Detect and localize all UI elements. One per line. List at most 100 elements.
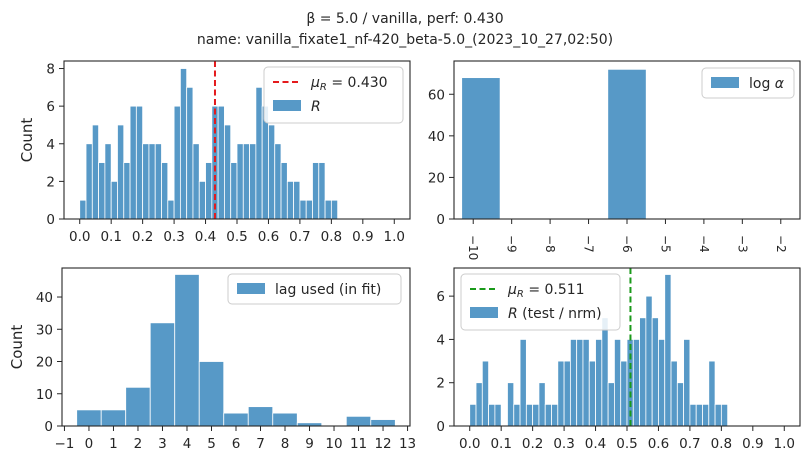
y-tick-label: 30 — [36, 322, 53, 338]
histogram-bar — [595, 339, 603, 427]
histogram-bar — [330, 199, 339, 220]
x-tick-label: 0.2 — [132, 229, 153, 245]
x-tick-label: 0.7 — [679, 436, 700, 452]
histogram-bar — [293, 180, 301, 220]
histogram-bar — [149, 322, 176, 427]
x-tick-label: 0.3 — [163, 229, 184, 245]
histogram-bar — [135, 105, 144, 220]
y-tick-label: 4 — [436, 332, 445, 348]
x-tick-label: 0.1 — [100, 229, 121, 245]
y-axis-label: Count — [8, 325, 26, 370]
figure-title-line-2: name: vanilla_fixate1_nf-420_beta-5.0_(2… — [197, 32, 613, 48]
histogram-bar — [576, 339, 584, 427]
x-tick-label: 0.0 — [459, 436, 480, 452]
y-tick-label: 4 — [46, 137, 55, 153]
histogram-bar — [607, 382, 615, 427]
histogram-bar — [469, 403, 477, 427]
x-tick-label: 0.8 — [711, 436, 732, 452]
y-tick-label: 20 — [36, 355, 53, 371]
y-tick-label: 0 — [46, 212, 55, 228]
histogram-bar — [461, 77, 501, 220]
histogram-bar — [249, 143, 257, 220]
histogram-bar — [664, 274, 672, 427]
x-tick-label: −10 — [466, 235, 480, 260]
histogram-bar — [645, 295, 653, 427]
histogram-bar — [305, 199, 313, 220]
histogram-bar — [551, 403, 559, 427]
x-tick-label: −1 — [54, 436, 74, 452]
histogram-bar — [475, 382, 483, 427]
histogram-bar — [205, 162, 213, 220]
histogram-r-test: 0.0 0.1 0.2 0.3 0.4 0.5 0.6 0.7 0.8 0.9 1.0 0 2 4 6 μR … — [436, 267, 801, 452]
x-tick-label: 13 — [399, 436, 416, 452]
histogram-bar — [129, 105, 137, 220]
histogram-bar — [286, 180, 295, 220]
histogram-bar — [79, 199, 87, 220]
x-tick-label: 0.6 — [258, 229, 279, 245]
x-tick-label: 8 — [281, 436, 290, 452]
histogram-bar — [544, 403, 552, 427]
histogram-bar — [91, 124, 99, 220]
y-tick-label: 6 — [46, 99, 55, 115]
histogram-bar — [370, 419, 396, 427]
histogram-bar — [683, 339, 691, 427]
histogram-bar — [494, 403, 502, 427]
histogram-bar — [525, 403, 534, 427]
legend-label: μR = 0.430 — [310, 75, 388, 93]
y-tick-label: 0 — [436, 419, 445, 435]
legend-patch-swatch — [470, 307, 498, 318]
x-tick-label: 1 — [109, 436, 118, 452]
legend-label: R — [311, 99, 321, 115]
histogram-bar — [639, 317, 647, 427]
histogram-bar — [247, 406, 274, 427]
legend-patch-swatch — [711, 77, 739, 88]
histogram-bar — [268, 124, 276, 220]
y-axis-label: Count — [18, 118, 36, 163]
y-tick-label: 6 — [436, 289, 445, 305]
histogram-bar — [173, 105, 181, 220]
legend: μR = 0.511 R (test / nrm) — [460, 273, 621, 331]
histogram-bar — [161, 162, 169, 220]
histogram-bar — [236, 143, 244, 220]
y-tick-label: 60 — [428, 87, 445, 103]
x-tick-label: −9 — [505, 235, 519, 253]
x-tick-label: 0.5 — [226, 229, 247, 245]
histogram-bar — [174, 274, 200, 427]
histogram-bar — [651, 317, 659, 427]
x-tick-label: 0 — [85, 436, 94, 452]
histogram-bar — [620, 360, 628, 427]
x-tick-label: 9 — [305, 436, 314, 452]
histogram-bar — [98, 162, 106, 220]
histogram-bar — [85, 143, 93, 220]
histogram-bar — [272, 412, 298, 427]
x-tick-label: −7 — [582, 235, 596, 253]
histogram-bar — [670, 360, 678, 427]
x-tick-label: 0.8 — [321, 229, 342, 245]
legend-patch-swatch — [273, 100, 301, 111]
x-tick-label: 6 — [232, 436, 241, 452]
histogram-bar — [148, 143, 156, 220]
y-tick-label: 10 — [36, 387, 53, 403]
histogram-bar — [513, 403, 521, 427]
y-tick-label: 8 — [46, 62, 55, 78]
histogram-bar — [614, 339, 622, 427]
histogram-bar — [632, 339, 640, 427]
histogram-bar — [117, 124, 125, 220]
histogram-bar — [345, 415, 372, 427]
histogram-log-alpha: −10 −9 −8 −7 −6 −5 −4 −3 −2 0 20 40 60 log α — [428, 60, 801, 260]
histogram-bar — [280, 162, 288, 220]
y-tick-label: 0 — [44, 419, 53, 435]
x-tick-label: 0.4 — [585, 436, 606, 452]
x-tick-label: −8 — [543, 235, 557, 253]
x-tick-label: −6 — [620, 235, 634, 253]
legend-box — [227, 273, 402, 305]
legend: lag used (in fit) — [227, 273, 402, 305]
y-tick-label: 20 — [428, 170, 445, 186]
histogram-r: 0.0 0.1 0.2 0.3 0.4 0.5 0.6 0.7 0.8 0.9 1.0 0 2 4 6 8 Co… — [18, 60, 411, 245]
histogram-bar — [192, 143, 200, 220]
y-tick-label: 0 — [436, 212, 445, 228]
histogram-bar — [100, 409, 127, 427]
x-tick-label: 5 — [207, 436, 216, 452]
histogram-bar — [230, 162, 238, 220]
